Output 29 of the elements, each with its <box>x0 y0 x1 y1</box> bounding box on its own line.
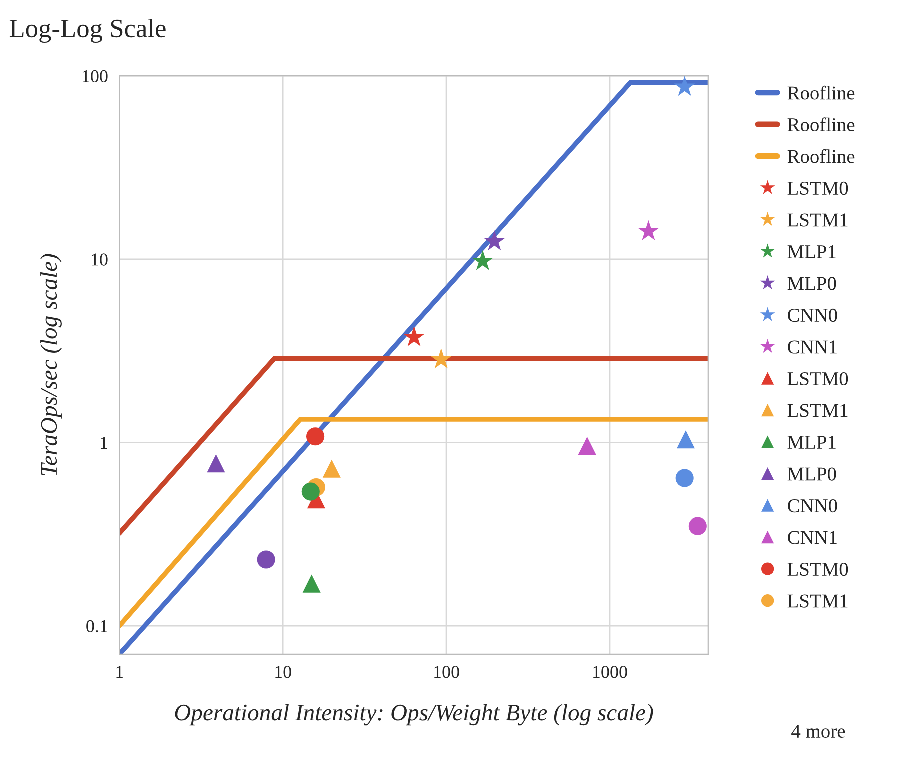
x-tick-label: 1000 <box>594 666 628 678</box>
legend-label: LSTM1 <box>788 594 848 608</box>
y-axis-title: TeraOps/sec (log scale) <box>40 254 62 476</box>
legend-label: MLP0 <box>788 277 836 290</box>
text: 4 more <box>792 725 846 738</box>
x-tick-label: 1 <box>116 666 124 678</box>
legend-label: CNN1 <box>788 531 837 544</box>
legend-label: LSTM0 <box>788 562 848 576</box>
y-tick-label: 10 <box>92 254 108 266</box>
x-tick-label: 100 <box>434 666 460 678</box>
legend-label: Roofline <box>788 86 855 100</box>
x-tick-label: 10 <box>276 666 292 678</box>
legend-label: CNN1 <box>788 340 837 354</box>
legend-label: MLP1 <box>788 246 836 258</box>
legend-label: Roofline <box>788 118 855 132</box>
legend-label: LSTM0 <box>788 372 848 386</box>
y-tick-label: 1 <box>101 437 108 450</box>
y-tick-label: 100 <box>82 70 108 83</box>
x-axis-title: Operational Intensity: Ops/Weight Byte (log scale) <box>175 704 654 726</box>
legend-label: LSTM0 <box>788 182 848 196</box>
legend-label: MLP0 <box>788 468 836 481</box>
legend-label: CNN0 <box>788 499 838 513</box>
legend-label: LSTM1 <box>788 214 848 227</box>
legend-label: Roofline <box>788 149 855 164</box>
chart-title: Log-Log Scale <box>10 19 166 44</box>
legend-label: CNN0 <box>788 308 838 322</box>
legend-label: MLP1 <box>788 436 836 449</box>
legend-label: LSTM1 <box>788 404 848 418</box>
y-tick-label: 0.1 <box>86 620 108 633</box>
